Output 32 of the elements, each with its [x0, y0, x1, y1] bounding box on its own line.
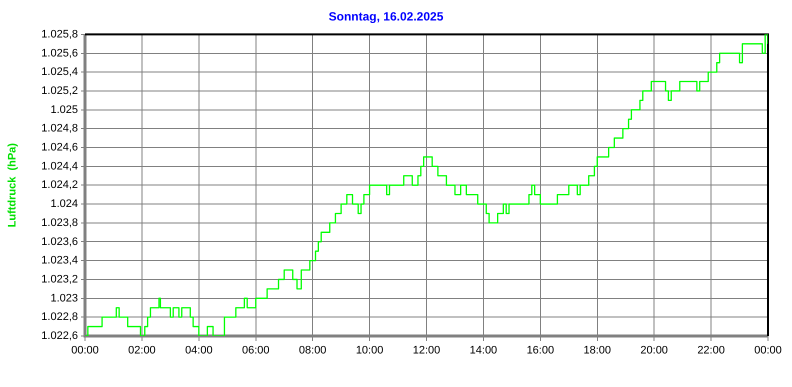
- x-tick-label: 00:00: [754, 344, 782, 357]
- x-tick-label: 16:00: [526, 344, 554, 357]
- y-tick-label: 1.025: [50, 104, 78, 116]
- x-tick-label: 06:00: [242, 344, 270, 357]
- y-tick-label: 1.022,8: [41, 311, 78, 324]
- x-tick-label: 00:00: [71, 344, 99, 357]
- y-tick-label: 1.025,6: [41, 47, 78, 60]
- x-tick-label: 20:00: [640, 344, 668, 357]
- y-tick-label: 1.025,2: [41, 84, 78, 97]
- x-tick-label: 02:00: [128, 344, 156, 357]
- y-tick-label: 1.023,8: [41, 216, 78, 229]
- x-tick-label: 22:00: [697, 344, 725, 357]
- y-tick-label: 1.025,8: [41, 28, 78, 40]
- y-tick-label: 1.025,4: [41, 66, 78, 78]
- y-tick-label: 1.024,2: [41, 179, 78, 192]
- x-tick-label: 18:00: [583, 344, 612, 357]
- y-axis-title: Luftdruck (hPa): [6, 142, 19, 228]
- y-tick-label: 1.024: [50, 198, 78, 210]
- y-tick-label: 1.023,4: [41, 254, 78, 267]
- y-tick-label: 1.024,4: [41, 160, 78, 172]
- x-tick-label: 08:00: [298, 344, 326, 357]
- y-tick-label: 1.023: [50, 292, 78, 304]
- x-tick-label: 10:00: [356, 344, 384, 357]
- x-tick-label: 14:00: [470, 344, 498, 357]
- y-tick-label: 1.023,6: [41, 236, 78, 248]
- y-tick-label: 1.024,6: [41, 142, 78, 154]
- y-tick-label: 1.022,6: [41, 330, 78, 342]
- chart-title: Sonntag, 16.02.2025: [328, 10, 444, 24]
- x-tick-label: 04:00: [185, 344, 213, 357]
- y-tick-label: 1.024,8: [41, 122, 78, 135]
- x-tick-label: 12:00: [412, 344, 440, 357]
- y-tick-label: 1.023,2: [41, 273, 78, 286]
